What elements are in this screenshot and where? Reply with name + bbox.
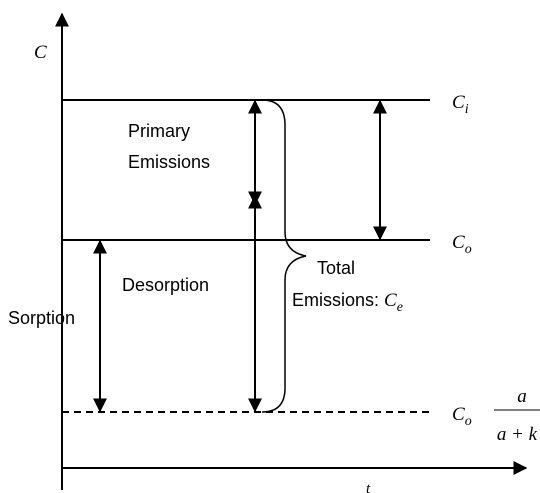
co-label: Co [452, 232, 472, 257]
region-label: Desorption [122, 275, 209, 295]
fraction-numerator: a [517, 386, 527, 407]
y-axis-label: C [34, 42, 47, 63]
x-axis-label: t [366, 481, 371, 493]
region-label: Emissions [128, 152, 210, 172]
region-label: Sorption [8, 308, 75, 328]
region-label: Total [317, 258, 355, 278]
ci-label: Ci [452, 92, 469, 117]
co-frac-label: Co [452, 404, 472, 429]
region-label: Primary [128, 121, 190, 141]
fraction-denominator: a + k [497, 424, 538, 445]
brace [261, 99, 307, 413]
region-label: Emissions: Ce [292, 290, 403, 315]
